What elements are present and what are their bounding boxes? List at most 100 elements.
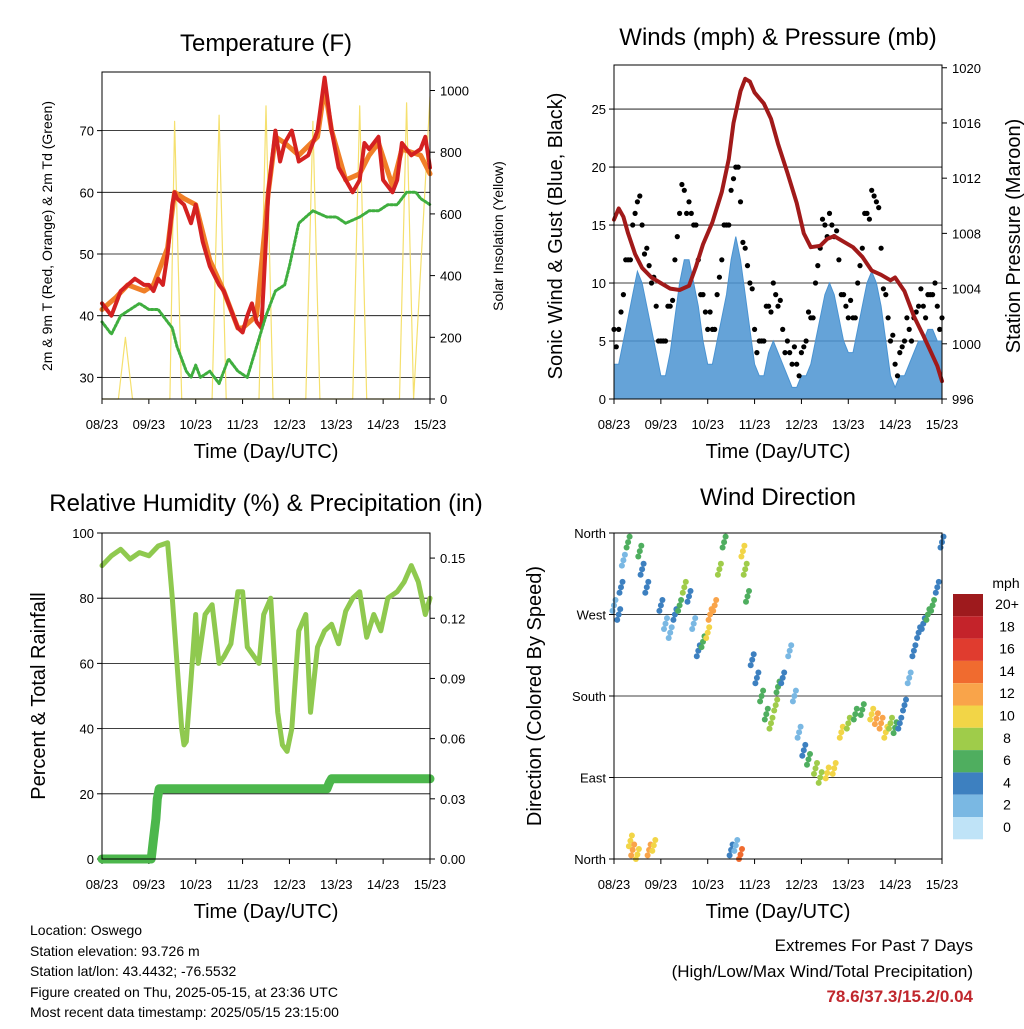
direction-point: [656, 607, 663, 614]
gust-point: [803, 338, 809, 344]
direction-point: [625, 539, 632, 546]
direction-point: [935, 578, 942, 585]
station-pressure-line: [612, 76, 944, 384]
direction-point: [642, 589, 649, 596]
gust-point: [684, 210, 690, 216]
direction-point: [752, 680, 759, 687]
direction-point: [650, 842, 657, 849]
gust-point: [740, 239, 746, 245]
direction-point: [662, 620, 669, 627]
winds-y2tick-label: 996: [952, 392, 974, 407]
colorbar-label: 12: [999, 685, 1015, 701]
gust-point: [819, 216, 826, 222]
gust-point: [918, 286, 924, 292]
direction-point: [747, 662, 754, 669]
direction-ytick-label: South: [572, 689, 606, 704]
direction-point: [805, 756, 812, 763]
direction-point: [867, 716, 874, 723]
gust-point: [670, 297, 676, 303]
gust-point: [770, 280, 776, 286]
winds-ytick-label: 20: [592, 160, 606, 175]
direction-point: [932, 589, 939, 596]
gust-point: [878, 245, 884, 251]
direction-point: [769, 714, 776, 721]
winds-y2label: Station Pressure (Maroon): [1003, 119, 1024, 354]
humidity-y2tick-label: 0.03: [440, 792, 465, 807]
gust-point: [887, 338, 894, 344]
humidity-xlabel: Time (Day/UTC): [194, 901, 339, 923]
direction-point: [744, 593, 751, 600]
direction-point: [878, 720, 885, 727]
station-info: Location: Oswego Station elevation: 93.7…: [30, 920, 339, 1023]
temperature-ylabel: 2m & 9m T (Red, Orange) & 2m Td (Green): [39, 101, 55, 371]
colorbar-label: 2: [1003, 797, 1011, 813]
direction-point: [824, 770, 831, 776]
direction-point: [889, 714, 895, 721]
gust-point: [826, 210, 833, 216]
direction-point: [628, 852, 635, 859]
direction-point: [609, 607, 616, 614]
direction-point: [640, 560, 647, 567]
direction-ytick-label: East: [580, 771, 606, 786]
gust-point: [812, 280, 819, 286]
gust-point: [637, 193, 643, 199]
direction-point: [794, 734, 801, 741]
direction-point: [912, 642, 919, 649]
winds-xtick-label: 12/23: [785, 417, 818, 432]
temperature-y2tick-label: 0: [440, 392, 447, 407]
gust-point: [899, 344, 905, 350]
gust-point: [791, 344, 798, 350]
direction-point: [788, 642, 795, 649]
direction-point: [679, 589, 686, 596]
direction-point: [659, 597, 666, 603]
direction-point: [904, 680, 911, 687]
direction-point: [710, 607, 717, 614]
direction-point: [937, 544, 944, 551]
gust-point: [815, 263, 821, 269]
direction-point: [934, 584, 941, 591]
temperature-y2tick-label: 600: [440, 207, 462, 222]
direction-point: [652, 837, 659, 843]
direction-point: [689, 626, 696, 632]
direction-point: [778, 680, 785, 687]
station-location: Location: Oswego: [30, 922, 143, 938]
direction-point: [886, 725, 892, 732]
gust-point: [829, 222, 835, 228]
temperature-xtick-label: 08/23: [86, 417, 119, 432]
direction-point: [838, 729, 845, 736]
humidity-xtick-label: 12/23: [273, 877, 306, 892]
direction-point: [612, 597, 619, 603]
direction-point: [871, 721, 878, 728]
winds-frame: [613, 64, 943, 400]
gust-point: [796, 373, 802, 379]
direction-point: [631, 841, 638, 848]
temperature-xtick-label: 09/23: [133, 417, 166, 432]
winds-y2tick-label: 1016: [952, 116, 981, 131]
gust-point: [908, 338, 915, 344]
gust-point: [681, 187, 687, 193]
direction-xlabel: Time (Day/UTC): [706, 901, 851, 923]
gust-point: [744, 263, 751, 269]
direction-point: [903, 696, 909, 703]
gust-point: [630, 222, 636, 228]
direction-point: [634, 851, 641, 858]
temperature-xlabel: Time (Day/UTC): [194, 441, 339, 463]
gust-point: [920, 303, 926, 309]
temperature-xtick-label: 15/23: [414, 417, 447, 432]
direction-point: [914, 635, 921, 641]
direction-point: [860, 701, 867, 708]
colorbar-swatch: [953, 750, 983, 773]
direction-point: [636, 548, 643, 555]
direction-point: [742, 566, 749, 573]
gust-point: [798, 350, 805, 356]
direction-point: [771, 707, 778, 714]
gust-point: [641, 251, 648, 257]
gust-point: [726, 222, 732, 228]
direction-point: [690, 620, 697, 627]
temperature-xtick-label: 14/23: [367, 417, 400, 432]
direction-point: [763, 711, 770, 718]
gust-point: [613, 344, 619, 350]
direction-point: [829, 770, 836, 777]
colorbar-swatch: [953, 817, 983, 840]
